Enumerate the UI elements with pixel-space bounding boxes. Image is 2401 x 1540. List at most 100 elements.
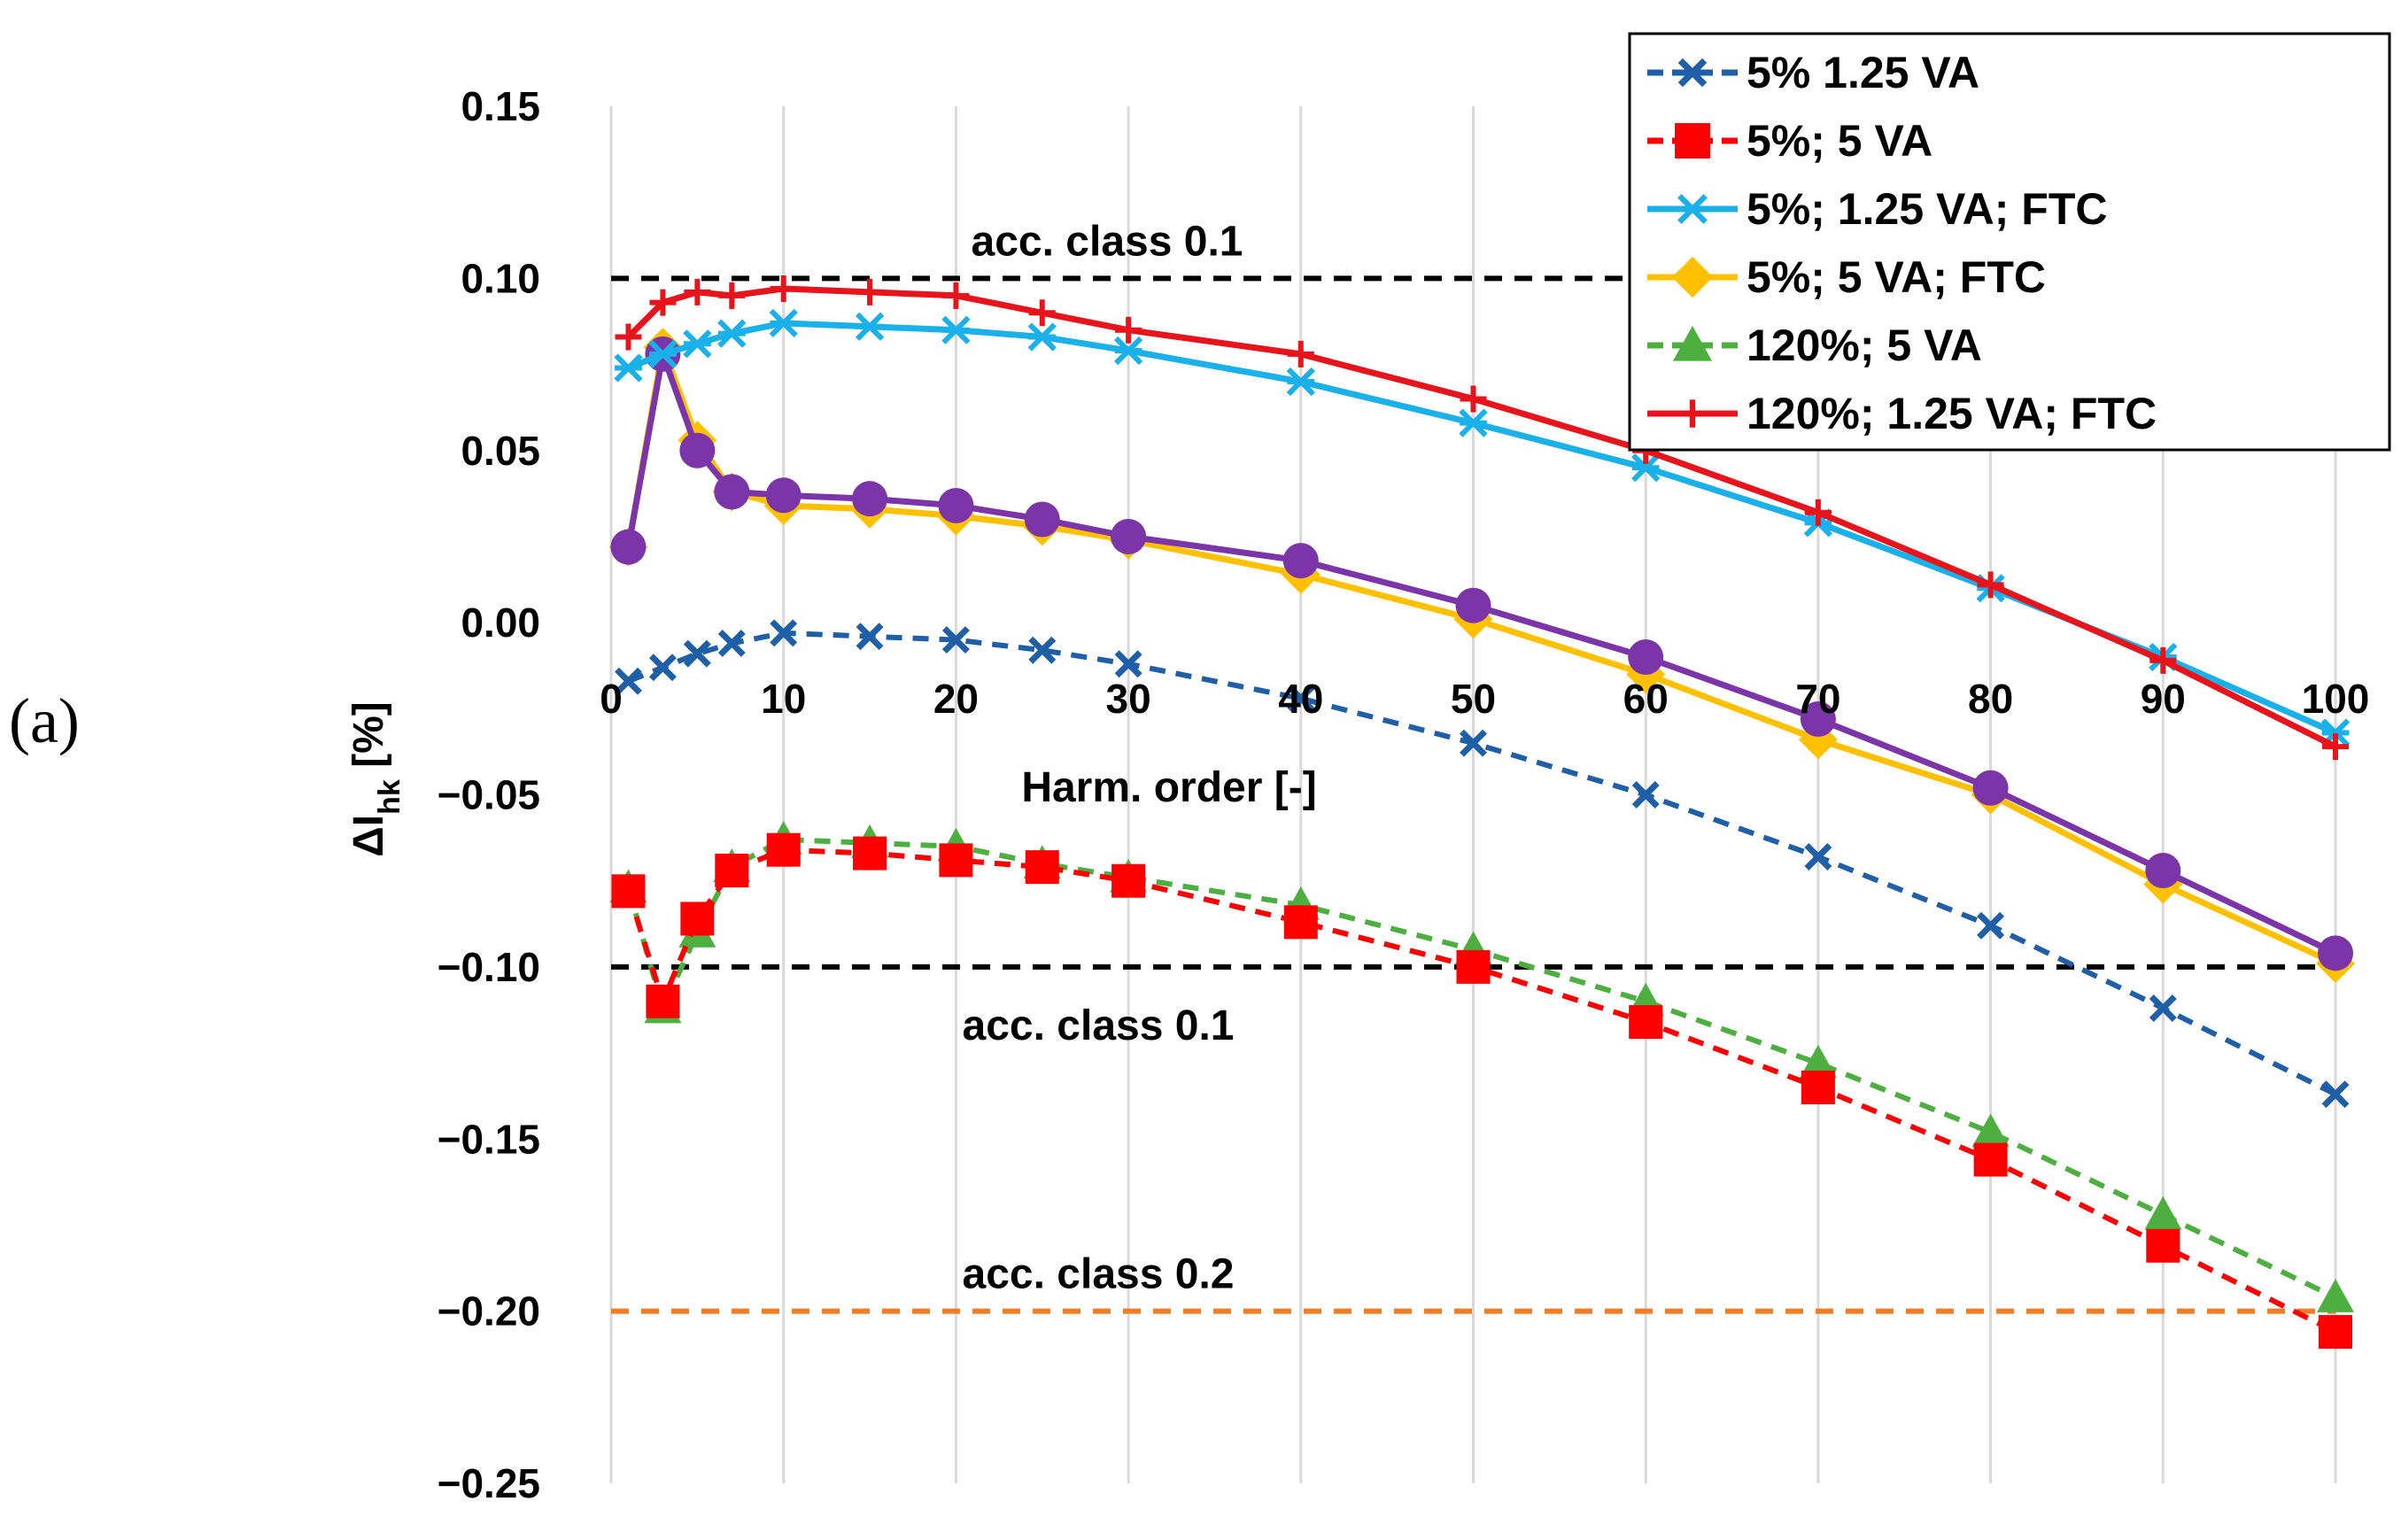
series-line (627, 630, 2337, 1097)
reference-line-label: acc. class 0.1 (963, 1002, 1235, 1049)
y-tick-label: −0.10 (438, 944, 540, 990)
data-point (1025, 850, 1059, 885)
data-point (770, 275, 797, 303)
data-point (715, 854, 749, 888)
data-point (648, 654, 677, 682)
legend-label: 5% 1.25 VA (1747, 48, 1979, 97)
series-line (625, 847, 2337, 1335)
legend-label: 5%; 5 VA; FTC (1747, 252, 2046, 302)
legend-item: 5%; 5 VA; FTC (1647, 252, 2046, 302)
data-point (1973, 1142, 2008, 1177)
data-point (1286, 367, 1315, 397)
data-point (1024, 501, 1060, 538)
series-line (625, 344, 2337, 967)
data-point (649, 289, 677, 316)
data-point (2146, 1228, 2180, 1263)
x-tick-label: 0 (600, 676, 623, 722)
data-point (766, 832, 801, 867)
data-point (765, 477, 802, 514)
data-point (853, 836, 887, 871)
x-tick-label: 30 (1106, 676, 1151, 722)
series-6 (610, 336, 2353, 971)
x-tick-label: 80 (1968, 676, 2013, 722)
x-tick-label: 90 (2141, 676, 2186, 722)
data-point (1971, 1113, 2010, 1148)
data-point (1111, 863, 1146, 898)
data-point (938, 487, 974, 523)
reference-line-label: acc. class 0.2 (963, 1251, 1235, 1298)
legend-item: 5%; 5 VA (1647, 116, 1932, 166)
data-point (611, 874, 646, 909)
data-point (1677, 194, 1708, 224)
data-point (646, 984, 680, 1018)
data-point (1675, 123, 1710, 159)
data-point (941, 626, 970, 654)
data-point (1455, 587, 1491, 623)
data-point (1977, 911, 2005, 940)
legend-item: 5%; 1.25 VA; FTC (1647, 184, 2108, 234)
data-point (852, 481, 888, 517)
data-point (942, 282, 970, 309)
x-tick-label: 100 (2302, 676, 2370, 722)
data-point (615, 323, 642, 351)
data-point (2149, 994, 2177, 1023)
data-point (1287, 685, 1315, 713)
data-point (2149, 646, 2177, 674)
data-point (1799, 1044, 1837, 1079)
data-point (683, 639, 711, 668)
data-point (1460, 729, 1487, 757)
data-point (717, 629, 746, 657)
x-tick-label: 10 (761, 676, 806, 722)
x-tick-label: 40 (1278, 676, 1323, 722)
x-axis-title: Harm. order [-] (1021, 764, 1316, 811)
data-point (1114, 650, 1142, 678)
data-point (1800, 700, 1836, 737)
y-axis-title-main: ΔI (345, 815, 392, 857)
y-tick-label: −0.15 (438, 1116, 540, 1162)
series-layer (608, 275, 2355, 1349)
panel-label: (a) (9, 685, 80, 756)
data-point (2144, 1196, 2182, 1230)
reference-line-label: acc. class 0.1 (972, 218, 1243, 265)
data-point (1677, 58, 1708, 88)
data-point (1628, 639, 1664, 675)
data-point (1282, 543, 1319, 579)
legend-label: 5%; 5 VA (1747, 116, 1932, 166)
data-point (648, 339, 678, 369)
x-tick-label: 60 (1623, 676, 1669, 722)
legend-item: 120%; 5 VA (1647, 321, 1982, 370)
data-point (679, 432, 716, 468)
data-point (1460, 385, 1487, 413)
y-axis-title-unit: [%] (345, 701, 392, 779)
data-point (1801, 1070, 1835, 1104)
data-point (1287, 340, 1314, 368)
series-2 (614, 308, 2351, 747)
data-point (1631, 781, 1660, 809)
y-axis: 0.15 0.10 0.05 0.00 −0.05 −0.10 −0.15 −0.20 −0.2… (438, 83, 540, 1506)
series-1 (611, 832, 2352, 1349)
series-line (626, 285, 2337, 750)
x-tick-label: 50 (1451, 676, 1496, 722)
legend-item: 120%; 1.25 VA; FTC (1647, 389, 2157, 438)
data-point (1977, 571, 2004, 599)
data-point (683, 329, 712, 359)
data-point (717, 319, 747, 348)
series-line (627, 320, 2337, 736)
data-point (1456, 949, 1491, 984)
data-point (2317, 1279, 2354, 1312)
data-point (1028, 636, 1057, 664)
data-point (1631, 453, 1661, 483)
data-point (769, 308, 798, 338)
series-4 (609, 821, 2354, 1312)
legend-label: 120%; 1.25 VA; FTC (1747, 389, 2157, 438)
data-point (1111, 518, 1147, 554)
data-point (2319, 1314, 2352, 1349)
data-point (1629, 1005, 1663, 1040)
data-point (1804, 499, 1832, 526)
data-point (614, 667, 642, 695)
y-tick-label: −0.25 (438, 1460, 540, 1506)
data-point (1972, 770, 2009, 806)
y-tick-label: 0.00 (461, 600, 540, 646)
data-point (610, 529, 647, 565)
